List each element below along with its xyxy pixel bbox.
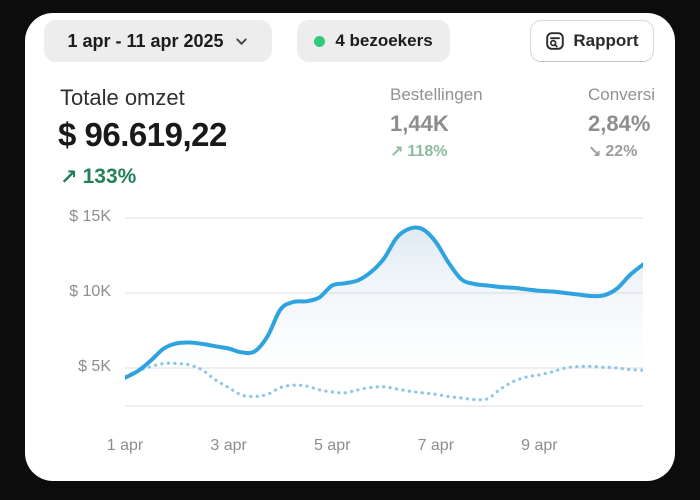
- rapport-button[interactable]: Rapport: [530, 20, 654, 62]
- current-period-area-fill: [125, 227, 643, 406]
- x-axis-label: 5 apr: [313, 437, 351, 454]
- revenue-line-chart[interactable]: [125, 213, 643, 413]
- secondary-metric-value: 2,84%: [588, 111, 651, 136]
- rapport-button-label: Rapport: [573, 31, 639, 50]
- report-search-icon: [546, 32, 565, 50]
- trend-up-arrow-icon: ↗: [390, 142, 404, 161]
- live-visitors-dot-icon: [314, 35, 326, 47]
- primary-metric-value: $ 96.619,22: [58, 116, 227, 153]
- secondary-metric-label[interactable]: Conversi: [588, 85, 656, 104]
- date-range-label: 1 apr - 11 apr 2025: [67, 30, 224, 51]
- trend-down-arrow-icon: ↘: [588, 142, 602, 161]
- primary-metric-delta-value: 133%: [82, 165, 137, 188]
- live-visitors-label: 4 bezoekers: [335, 31, 433, 50]
- analytics-card: 1 apr - 11 apr 2025 4 bezoekers Rapport …: [25, 13, 675, 481]
- y-axis-label: $ 5K: [78, 358, 111, 375]
- x-axis-label: 1 apr: [106, 437, 144, 454]
- secondary-metric-delta: ↘ 22%: [588, 142, 637, 161]
- current-period-line: [125, 225, 643, 380]
- secondary-metric-label[interactable]: Bestellingen: [390, 85, 483, 104]
- chevron-down-icon: [235, 37, 247, 45]
- primary-metric-label: Totale omzet: [60, 85, 185, 110]
- secondary-metric-delta-value: 118%: [407, 142, 448, 160]
- secondary-metric-delta-value: 22%: [605, 142, 638, 160]
- secondary-metric-value: 1,44K: [390, 111, 449, 136]
- trend-up-arrow-icon: ↗: [60, 165, 78, 189]
- secondary-metric-delta: ↗ 118%: [390, 142, 447, 161]
- date-range-selector[interactable]: 1 apr - 11 apr 2025: [44, 20, 272, 62]
- x-axis-label: 9 apr: [521, 437, 558, 454]
- y-axis-label: $ 15K: [69, 208, 111, 225]
- y-axis-label: $ 10K: [69, 283, 111, 300]
- live-visitors-badge[interactable]: 4 bezoekers: [297, 20, 450, 62]
- previous-period-dotted-line: [125, 361, 643, 402]
- x-axis-label: 3 apr: [210, 437, 247, 454]
- primary-metric-delta: ↗ 133%: [60, 165, 136, 189]
- x-axis-label: 7 apr: [417, 437, 455, 454]
